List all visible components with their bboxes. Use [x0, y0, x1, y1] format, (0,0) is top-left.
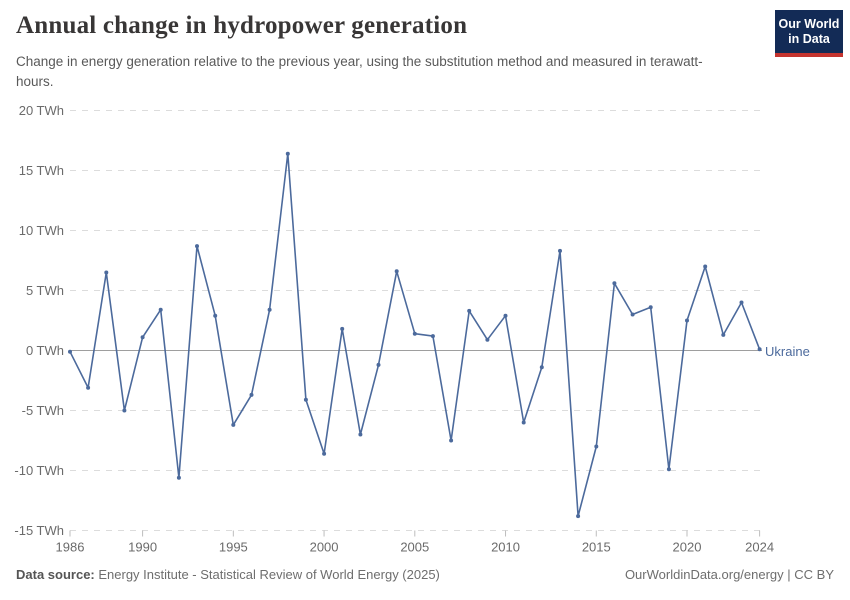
data-point[interactable]	[158, 307, 163, 312]
data-point[interactable]	[195, 244, 199, 249]
data-point[interactable]	[503, 313, 508, 318]
data-point[interactable]	[485, 337, 490, 342]
data-point[interactable]	[231, 422, 236, 427]
data-point[interactable]	[213, 313, 218, 318]
data-point[interactable]	[430, 334, 435, 339]
data-point[interactable]	[267, 307, 272, 312]
y-axis-tick-label: 20 TWh	[19, 103, 64, 118]
data-point[interactable]	[612, 281, 617, 286]
data-point[interactable]	[376, 362, 381, 367]
data-point[interactable]	[449, 438, 454, 443]
owid-logo-line1: Our World	[778, 16, 840, 31]
x-axis-tick-label: 2010	[491, 540, 520, 555]
y-axis-tick-label: 10 TWh	[19, 223, 64, 238]
owid-logo[interactable]: Our World in Data	[775, 10, 843, 57]
x-axis-tick-label: 2024	[745, 540, 774, 555]
x-axis-tick-label: 1995	[219, 540, 248, 555]
y-axis-tick-label: 5 TWh	[26, 283, 64, 298]
data-point[interactable]	[666, 467, 671, 472]
y-axis-tick-label: 0 TWh	[26, 343, 64, 358]
data-point[interactable]	[467, 308, 472, 313]
data-point[interactable]	[140, 335, 145, 340]
page-title: Annual change in hydropower generation	[16, 12, 468, 39]
x-axis-tick-label: 2005	[400, 540, 429, 555]
data-point[interactable]	[303, 397, 308, 402]
owid-logo-line2: in Data	[788, 31, 830, 46]
data-point[interactable]	[539, 365, 544, 370]
y-axis-tick-label: -15 TWh	[14, 523, 64, 538]
data-point[interactable]	[340, 326, 345, 331]
y-axis-tick-label: -5 TWh	[22, 403, 64, 418]
data-point[interactable]	[558, 248, 562, 253]
data-point[interactable]	[594, 444, 599, 449]
data-point[interactable]	[648, 305, 653, 310]
data-point[interactable]	[703, 264, 708, 269]
data-point[interactable]	[322, 451, 327, 456]
data-point[interactable]	[394, 269, 399, 274]
data-source-label: Data source:	[16, 567, 95, 582]
data-source-value: Energy Institute - Statistical Review of…	[94, 567, 440, 582]
owid-url-license-link[interactable]: OurWorldinData.org/energy | CC BY	[624, 567, 834, 582]
data-point[interactable]	[521, 420, 526, 425]
chart-subtitle: Change in energy generation relative to …	[16, 54, 703, 89]
data-point[interactable]	[249, 392, 254, 397]
data-point[interactable]	[757, 347, 762, 352]
data-point[interactable]	[630, 312, 635, 317]
data-source-note: Data source: Energy Institute - Statisti…	[16, 567, 440, 582]
data-point[interactable]	[685, 318, 689, 323]
chart-footer: Data source: Energy Institute - Statisti…	[16, 567, 834, 582]
data-point[interactable]	[412, 331, 417, 336]
data-point[interactable]	[176, 475, 181, 480]
data-point[interactable]	[721, 332, 726, 337]
x-axis-tick-label: 2015	[582, 540, 611, 555]
y-axis-tick-label: -10 TWh	[14, 463, 64, 478]
data-point[interactable]	[122, 408, 127, 413]
data-point[interactable]	[285, 151, 290, 156]
data-point[interactable]	[104, 270, 109, 275]
x-axis-tick-label: 1986	[56, 540, 85, 555]
data-point[interactable]	[86, 385, 91, 390]
x-axis-tick-label: 2000	[310, 540, 339, 555]
series-label-ukraine[interactable]: Ukraine	[765, 344, 810, 359]
x-axis-tick-label: 1990	[128, 540, 157, 555]
data-point[interactable]	[739, 300, 744, 305]
x-axis-tick-label: 2020	[673, 540, 702, 555]
data-point[interactable]	[358, 432, 363, 437]
data-point[interactable]	[68, 349, 72, 354]
data-point[interactable]	[576, 514, 581, 519]
y-axis-tick-label: 15 TWh	[19, 163, 64, 178]
